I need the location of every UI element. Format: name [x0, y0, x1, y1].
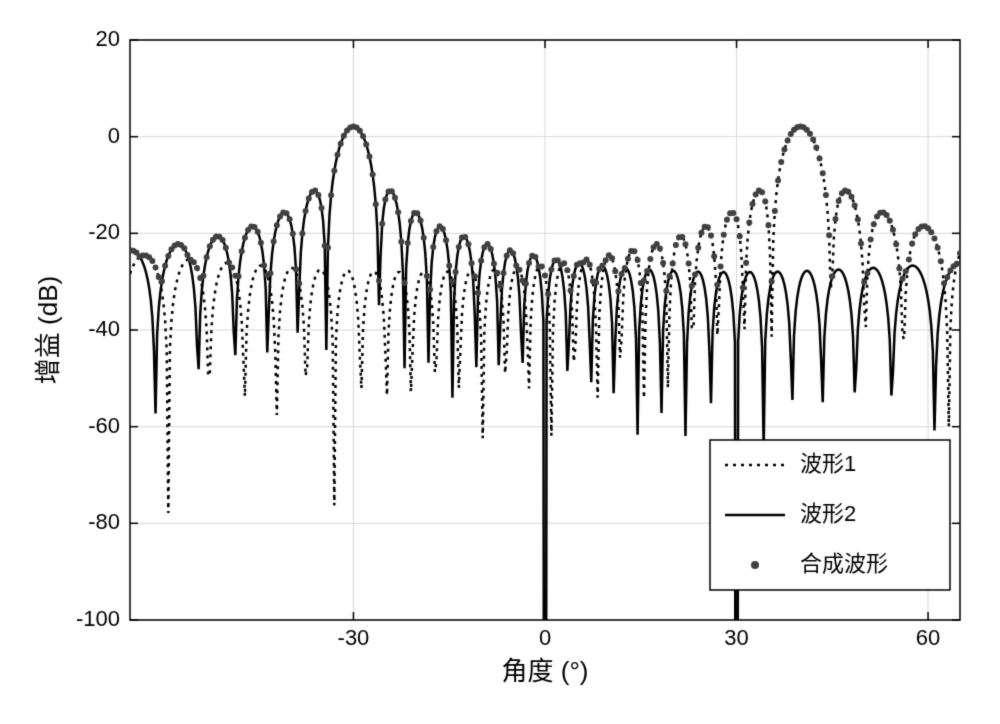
chart-container [0, 0, 1000, 724]
beam-pattern-chart [0, 0, 1000, 724]
